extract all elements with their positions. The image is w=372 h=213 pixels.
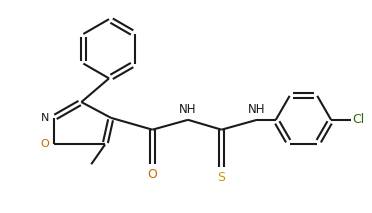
- Text: O: O: [41, 140, 49, 150]
- Text: N: N: [41, 113, 49, 123]
- Text: O: O: [148, 168, 157, 181]
- Text: S: S: [218, 171, 225, 184]
- Text: NH: NH: [179, 104, 197, 117]
- Text: NH: NH: [248, 104, 266, 117]
- Text: Cl: Cl: [353, 113, 365, 126]
